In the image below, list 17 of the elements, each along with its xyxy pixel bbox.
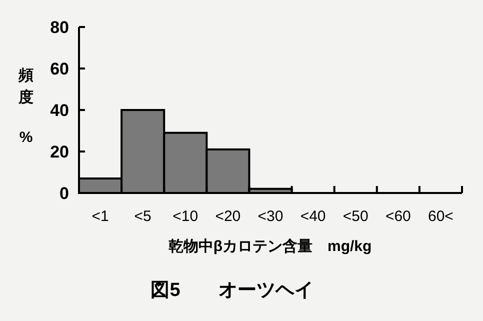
y-tick-label: 80 bbox=[50, 18, 69, 38]
x-tick-label: <20 bbox=[215, 208, 241, 225]
x-tick-label: <50 bbox=[342, 208, 368, 225]
text: 図5 オーツヘイ bbox=[150, 280, 314, 301]
x-tick-label: <40 bbox=[300, 208, 326, 225]
y-tick-label: 40 bbox=[50, 101, 69, 120]
y-tick-label: 20 bbox=[50, 142, 69, 162]
x-tick-label: <5 bbox=[134, 208, 152, 225]
text: 頻度 % bbox=[18, 67, 34, 146]
x-axis-title: 乾物中βカロテン含量 mg/kg bbox=[168, 238, 372, 255]
x-tick-label: <1 bbox=[92, 208, 109, 225]
y-tick-label: 60 bbox=[50, 60, 69, 79]
x-tick-label: <10 bbox=[172, 208, 198, 225]
y-tick-label: 0 bbox=[60, 184, 69, 204]
x-tick-label: <60 bbox=[385, 208, 411, 225]
x-tick-label: <30 bbox=[258, 208, 284, 225]
x-tick-label: 60< bbox=[428, 208, 454, 225]
